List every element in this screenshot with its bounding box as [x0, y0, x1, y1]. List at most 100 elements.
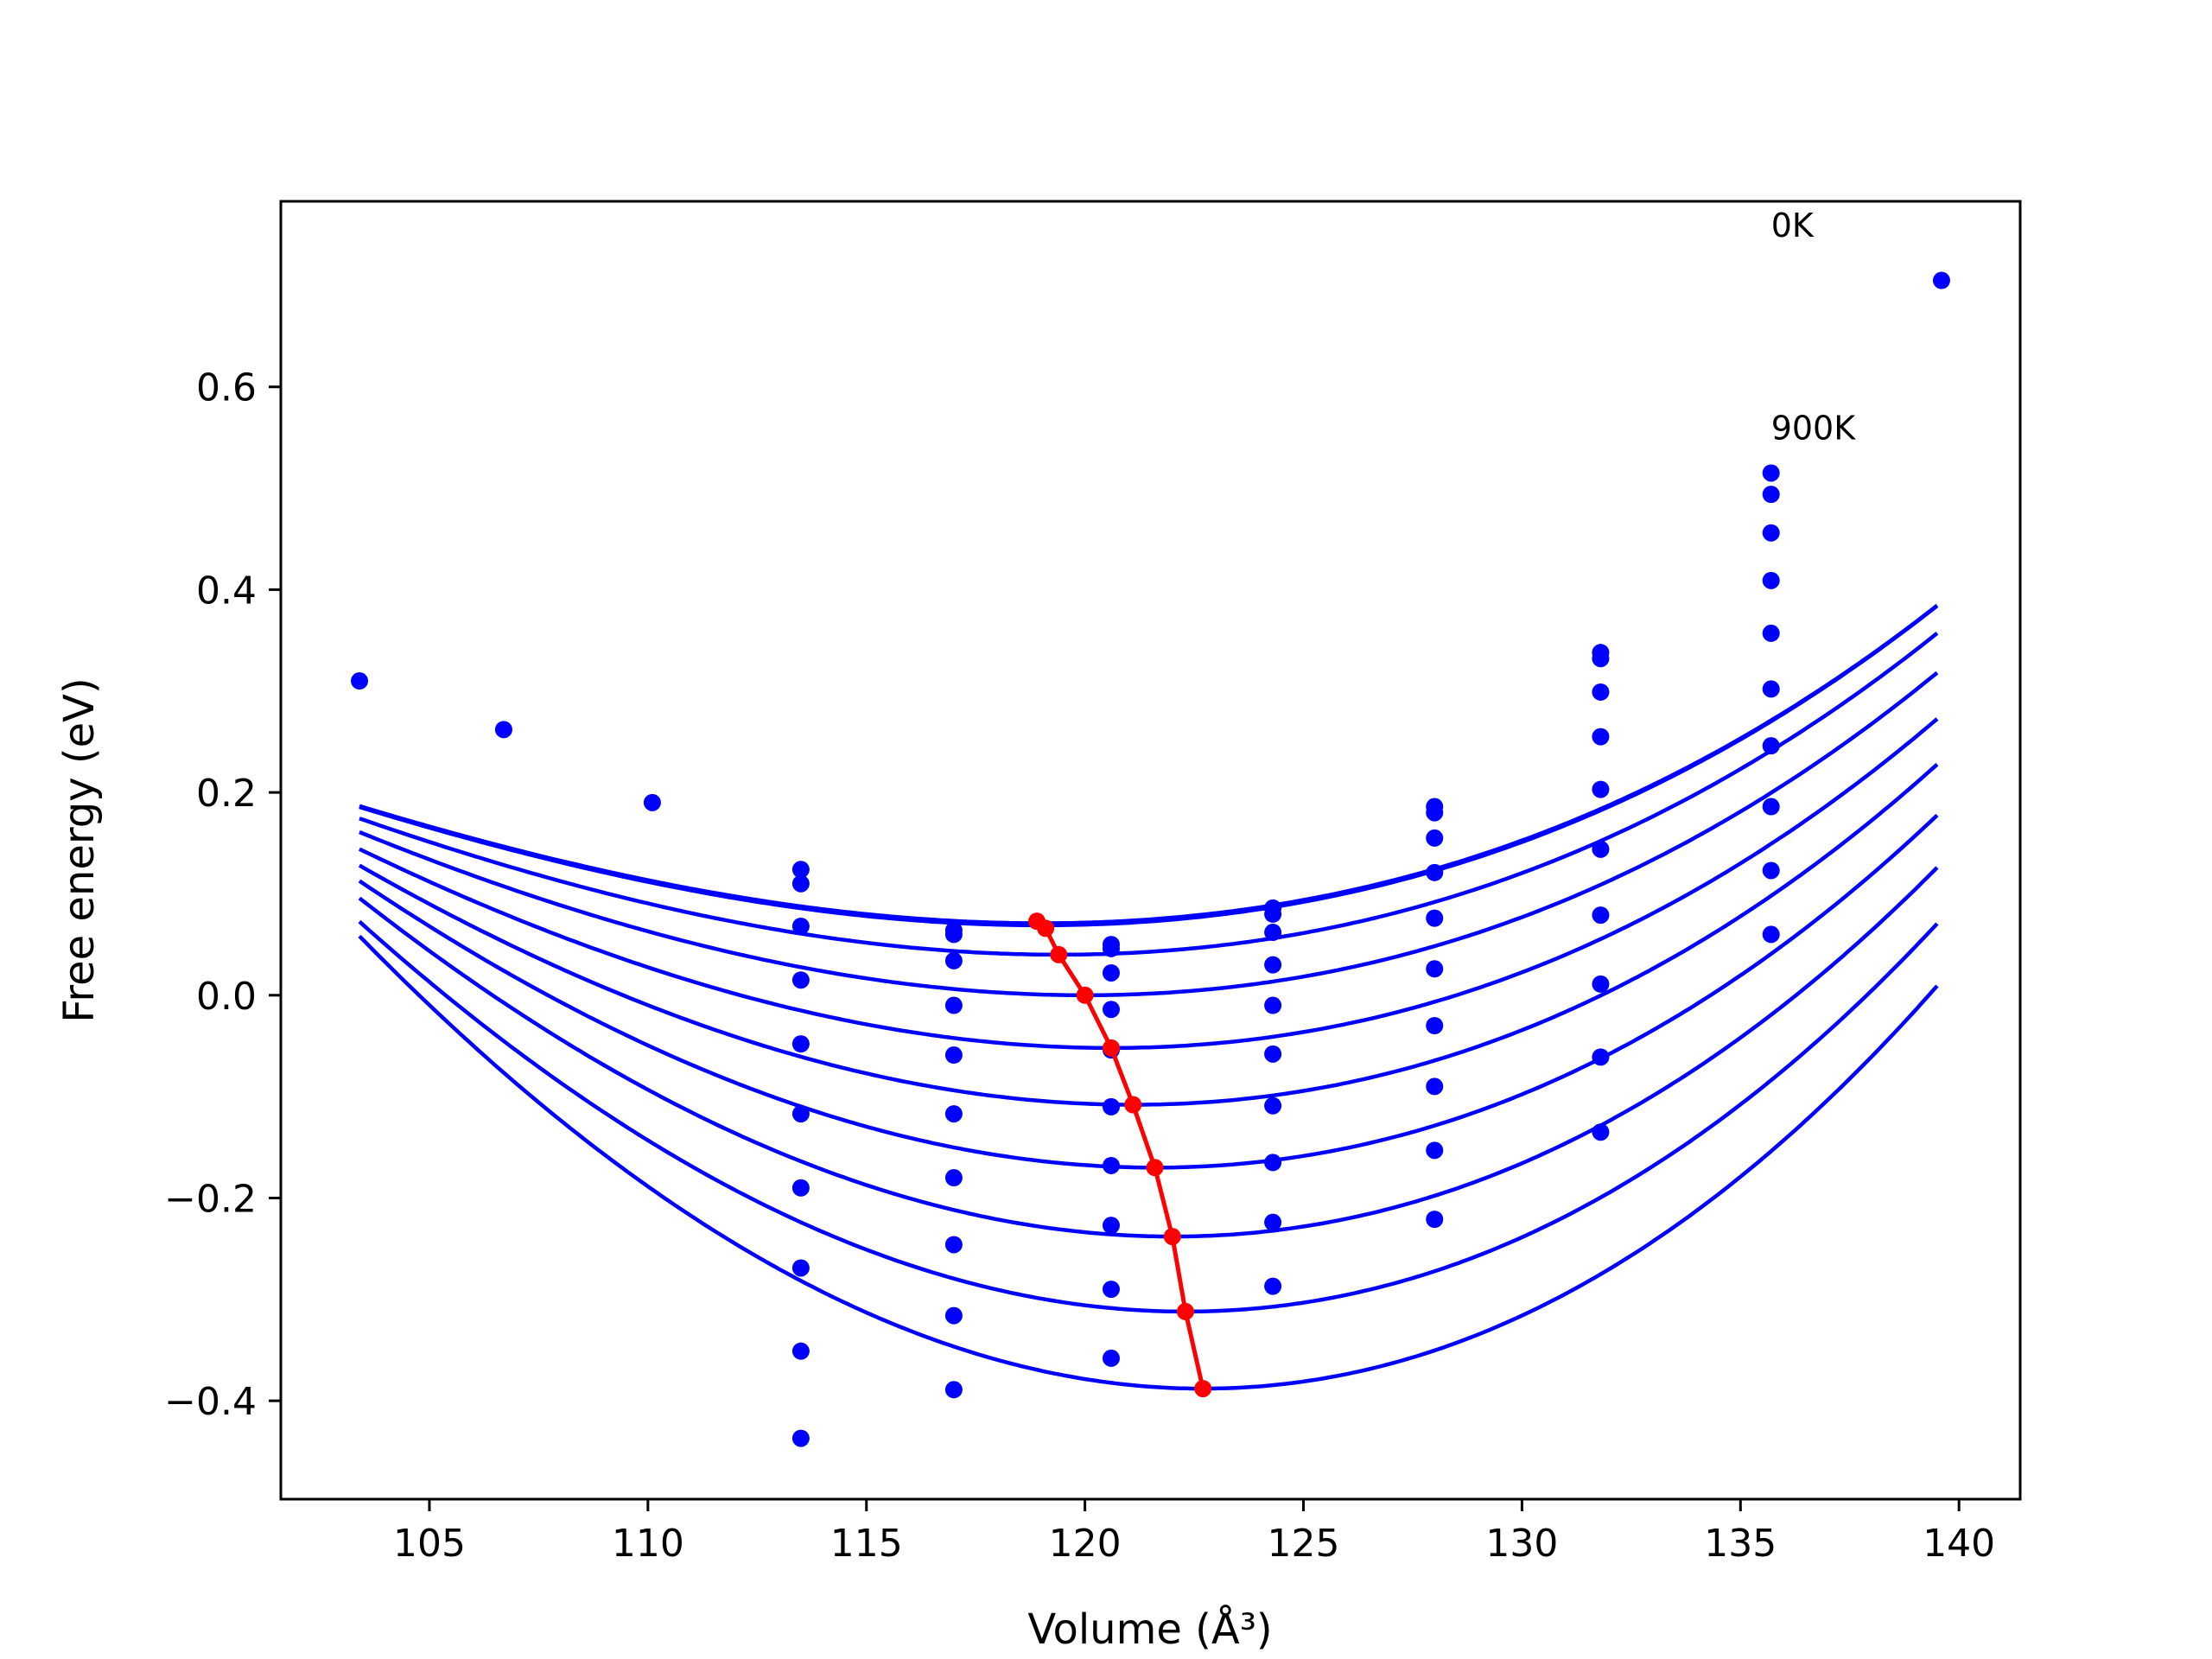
data-point [791, 1105, 810, 1123]
data-point [1592, 1048, 1610, 1066]
x-tick-label: 130 [1485, 1522, 1558, 1566]
data-points [351, 271, 1950, 1447]
data-point [1426, 1077, 1444, 1096]
data-point [1762, 737, 1780, 755]
y-tick-label: −0.2 [164, 1177, 257, 1221]
data-point [1762, 624, 1780, 642]
data-point [1264, 905, 1282, 923]
data-point [1426, 1211, 1444, 1229]
minimum-point [1102, 1039, 1120, 1057]
data-point [1102, 1217, 1120, 1235]
plot-frame [279, 200, 2022, 1501]
minimum-point [1176, 1302, 1194, 1320]
y-axis-ticks: −0.4 −0.2 0.0 0.2 0.4 0.6 [164, 366, 281, 1424]
x-tick-label: 115 [830, 1522, 903, 1566]
data-point [1264, 996, 1282, 1014]
fit-curve-800k [358, 919, 1939, 1314]
data-point [791, 1035, 810, 1053]
fit-curve-300k [359, 671, 1939, 998]
minimum-point [1163, 1228, 1181, 1246]
minimum-path [1027, 912, 1212, 1398]
fit-curve-900k [358, 934, 1939, 1391]
data-point [1762, 464, 1780, 482]
data-point [1592, 840, 1610, 858]
annotations: 0K 900K [1771, 207, 1857, 448]
fit-curves [358, 603, 1939, 1391]
data-point [1426, 1017, 1444, 1035]
data-point [1426, 829, 1444, 847]
data-point [791, 1179, 810, 1197]
data-point [791, 1429, 810, 1447]
data-point [1264, 1096, 1282, 1115]
data-point [1264, 924, 1282, 942]
data-point [1762, 486, 1780, 504]
y-tick-label: 0.0 [196, 975, 257, 1019]
y-tick-label: −0.4 [164, 1380, 257, 1424]
fit-curve-500k [358, 763, 1939, 1107]
minimum-point [1194, 1380, 1212, 1398]
data-point [1102, 939, 1120, 957]
data-point [791, 874, 810, 893]
data-point [1762, 524, 1780, 542]
fit-curve-400k [359, 717, 1939, 1051]
minimum-point [1146, 1159, 1164, 1177]
fit-curve-200k [359, 632, 1939, 957]
data-point [1932, 271, 1950, 289]
data-point [1264, 1154, 1282, 1172]
data-point [791, 971, 810, 989]
data-point [944, 996, 963, 1014]
temperature-annotation: 0K [1771, 207, 1815, 245]
data-point [1102, 1281, 1120, 1299]
data-point [1762, 571, 1780, 589]
x-tick-label: 125 [1268, 1522, 1340, 1566]
data-point [1426, 804, 1444, 822]
y-axis-label: Free energy (eV) [55, 677, 104, 1022]
data-point [1592, 650, 1610, 668]
data-point [643, 793, 661, 811]
data-point [1102, 963, 1120, 982]
fit-curve-700k [358, 866, 1939, 1239]
x-axis-label: Volume (Å³) [1027, 1605, 1272, 1654]
data-point [791, 918, 810, 936]
minimum-point [1124, 1096, 1142, 1114]
data-point [944, 925, 963, 944]
data-point [1762, 680, 1780, 698]
data-point [944, 1105, 963, 1123]
y-tick-label: 0.4 [196, 569, 257, 613]
data-point [351, 672, 369, 690]
data-point [1592, 683, 1610, 701]
data-point [1426, 863, 1444, 881]
data-point [1102, 1349, 1120, 1367]
data-point [1264, 956, 1282, 974]
data-point [791, 1342, 810, 1360]
data-point [791, 1259, 810, 1277]
data-point [1592, 728, 1610, 746]
x-tick-label: 135 [1704, 1522, 1777, 1566]
data-point [1426, 960, 1444, 978]
data-point [1762, 861, 1780, 880]
data-point [1426, 1141, 1444, 1160]
data-point [1762, 925, 1780, 944]
data-point [1102, 1156, 1120, 1174]
minimum-point [1037, 919, 1055, 938]
data-point [1102, 1001, 1120, 1019]
x-tick-label: 140 [1923, 1522, 1995, 1566]
minimum-path-line [1035, 919, 1205, 1389]
data-point [1762, 798, 1780, 816]
y-tick-label: 0.2 [196, 772, 257, 816]
data-point [1592, 780, 1610, 798]
data-point [1102, 1097, 1120, 1116]
fit-curve-100k [359, 604, 1939, 928]
data-point [1264, 1213, 1282, 1231]
data-point [494, 721, 512, 739]
data-point [944, 1169, 963, 1187]
data-point [791, 861, 810, 879]
x-tick-label: 105 [393, 1522, 466, 1566]
data-point [1264, 1277, 1282, 1295]
temperature-annotation: 900K [1771, 410, 1857, 448]
y-tick-label: 0.6 [196, 366, 257, 410]
minimum-point [1076, 986, 1094, 1004]
data-point [944, 1306, 963, 1325]
